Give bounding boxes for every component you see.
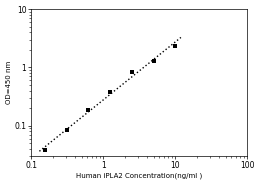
X-axis label: Human iPLA2 Concentration(ng/ml ): Human iPLA2 Concentration(ng/ml ) bbox=[76, 173, 202, 179]
Point bbox=[130, 70, 134, 73]
Point bbox=[65, 128, 69, 131]
Point bbox=[151, 59, 155, 62]
Y-axis label: OD=450 nm: OD=450 nm bbox=[5, 61, 11, 104]
Point bbox=[173, 45, 177, 48]
Point bbox=[43, 149, 47, 152]
Point bbox=[86, 108, 90, 111]
Point bbox=[108, 90, 112, 93]
